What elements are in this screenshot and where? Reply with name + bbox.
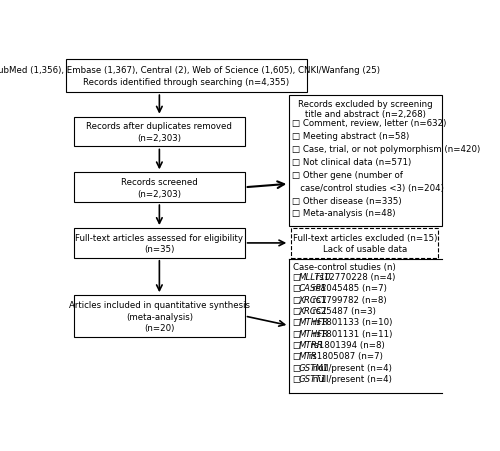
Text: rs25487 (n=3): rs25487 (n=3) [310, 306, 376, 315]
Bar [74, 118, 244, 147]
Text: Records excluded by screening: Records excluded by screening [298, 100, 433, 109]
Text: □: □ [293, 374, 304, 383]
Bar [289, 96, 442, 226]
Text: rs12770228 (n=4): rs12770228 (n=4) [312, 272, 395, 281]
Text: rs1801131 (n=11): rs1801131 (n=11) [310, 329, 393, 338]
Text: rs1805087 (n=7): rs1805087 (n=7) [306, 352, 383, 360]
Text: Records screened
(n=2,303): Records screened (n=2,303) [121, 177, 198, 198]
Text: Case-control studies (n): Case-control studies (n) [293, 262, 396, 271]
Text: rs1801394 (n=8): rs1801394 (n=8) [308, 341, 385, 349]
Text: Full-text articles assessed for eligibility
(n=35): Full-text articles assessed for eligibil… [76, 233, 243, 254]
Bar [66, 60, 306, 93]
Text: Records after duplicates removed
(n=2,303): Records after duplicates removed (n=2,30… [86, 122, 233, 143]
Text: □: □ [293, 272, 304, 281]
Text: MTR: MTR [299, 352, 318, 360]
Text: null/present (n=4): null/present (n=4) [310, 363, 392, 372]
Text: case/control studies <3) (n=204): case/control studies <3) (n=204) [292, 183, 444, 192]
Text: □: □ [293, 352, 304, 360]
Text: MTRR: MTRR [299, 341, 324, 349]
Bar [291, 229, 438, 258]
Text: rs1799782 (n=8): rs1799782 (n=8) [310, 295, 387, 304]
Text: rs1045485 (n=7): rs1045485 (n=7) [310, 284, 388, 293]
Text: □ Other disease (n=335): □ Other disease (n=335) [292, 196, 402, 205]
Text: rs1801133 (n=10): rs1801133 (n=10) [310, 318, 393, 327]
Text: □: □ [293, 341, 304, 349]
Text: MTHFR: MTHFR [299, 329, 329, 338]
Text: XRCC1: XRCC1 [299, 295, 328, 304]
Text: □: □ [293, 295, 304, 304]
Text: GSTT1: GSTT1 [299, 374, 327, 383]
Text: □ Case, trial, or not polymorphism (n=420): □ Case, trial, or not polymorphism (n=42… [292, 145, 480, 154]
Text: MLLT10: MLLT10 [299, 272, 332, 281]
Text: □ Meta-analysis (n=48): □ Meta-analysis (n=48) [292, 209, 396, 218]
Text: MTHFR: MTHFR [299, 318, 329, 327]
Text: □: □ [293, 318, 304, 327]
Text: □: □ [293, 329, 304, 338]
Text: □ Other gene (number of: □ Other gene (number of [292, 170, 403, 179]
Text: CASP8: CASP8 [299, 284, 327, 293]
Text: Full-text articles excluded (n=15)
Lack of usable data: Full-text articles excluded (n=15) Lack … [292, 233, 437, 254]
Text: □: □ [293, 306, 304, 315]
Text: Articles included in quantitative synthesis
(meta-analysis)
(n=20): Articles included in quantitative synthe… [69, 300, 250, 332]
Text: title and abstract (n=2,268): title and abstract (n=2,268) [306, 109, 426, 118]
Text: GSTM1: GSTM1 [299, 363, 329, 372]
Text: PubMed (1,356), Embase (1,367), Central (2), Web of Science (1,605), CNKI/Wanfan: PubMed (1,356), Embase (1,367), Central … [0, 66, 380, 87]
Bar [74, 229, 244, 258]
Text: □ Meeting abstract (n=58): □ Meeting abstract (n=58) [292, 132, 410, 141]
Bar [74, 295, 244, 337]
Text: □ Comment, review, letter (n=632): □ Comment, review, letter (n=632) [292, 119, 446, 128]
Text: □: □ [293, 284, 304, 293]
Bar [74, 173, 244, 202]
Text: null/present (n=4): null/present (n=4) [310, 374, 392, 383]
Text: XRCC1: XRCC1 [299, 306, 328, 315]
Text: □: □ [293, 363, 304, 372]
Text: □ Not clinical data (n=571): □ Not clinical data (n=571) [292, 158, 412, 166]
